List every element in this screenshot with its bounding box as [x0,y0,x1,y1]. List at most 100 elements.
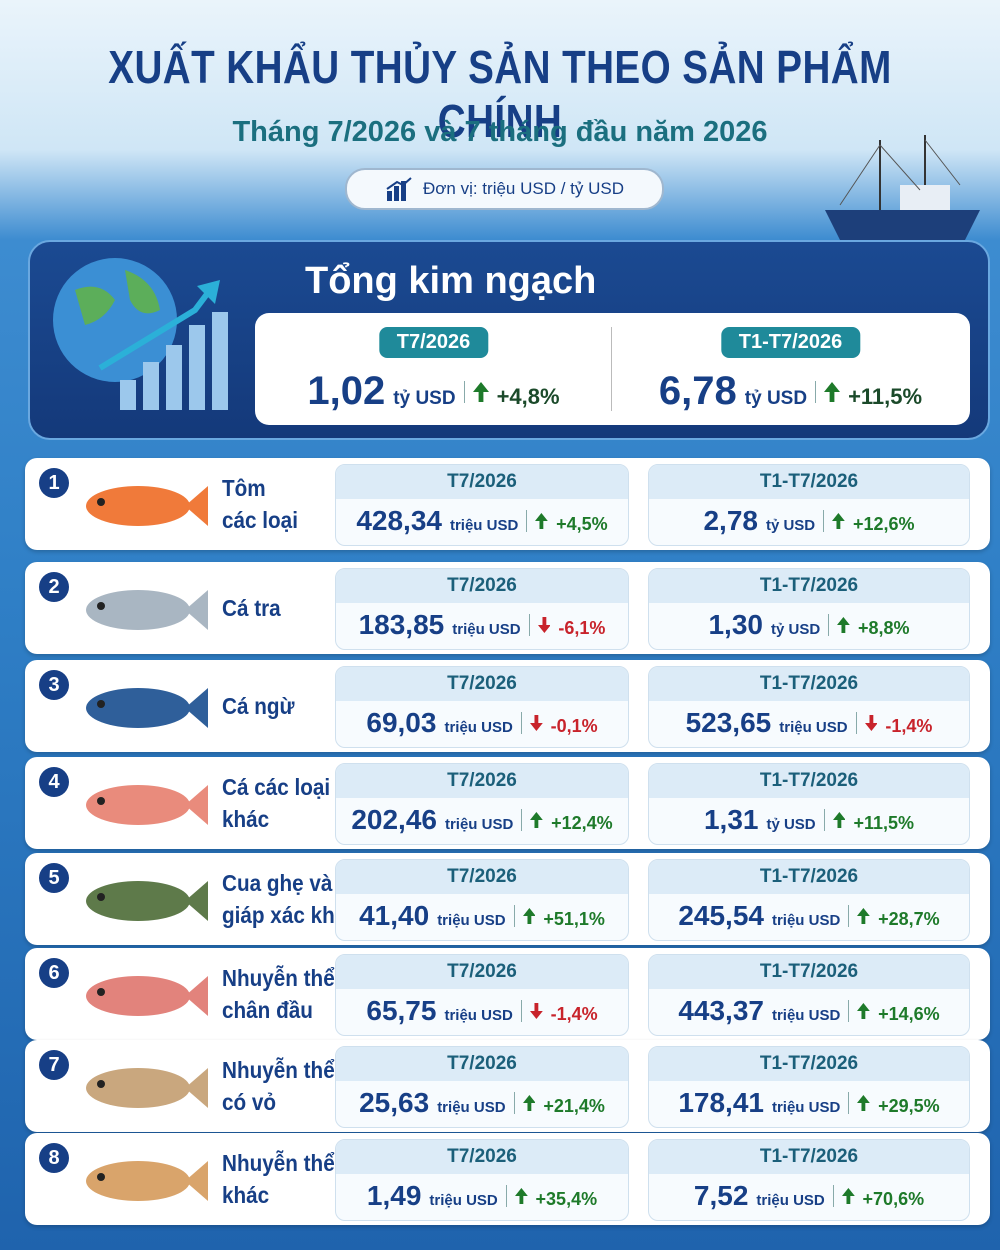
period-body: 1,31 tỷ USD +11,5% [649,804,969,836]
value: 1,02 [307,369,386,413]
trend-arrow [864,715,878,731]
change: -1,4% [550,1004,598,1024]
separator [520,712,522,734]
separator [848,1000,850,1022]
rank: 3 [39,670,69,700]
value: 428,34 [356,505,442,536]
period-label: T7/2026 [336,764,628,798]
value: 245,54 [678,900,764,931]
divider [611,327,612,411]
globe-icon [53,258,228,410]
separator [823,510,825,532]
unit: tỷ USD [770,621,821,638]
period-card: T1-T7/2026 1,31 tỷ USD +11,5% [648,763,970,845]
chart-icon [386,177,412,201]
period-body: 1,02 tỷ USD +4,8% [255,369,612,414]
change: -6,1% [558,618,606,638]
product-row: 6 Nhuyễn thể chân đầu T7/2026 65,75 triệu USD… [25,948,990,1040]
period-body: 1,49 triệu USD +35,4% [336,1180,628,1212]
change: +12,6% [852,514,915,534]
title: XUẤT KHẨU THỦY SẢN THEO SẢN PHẨM CHÍNH [108,41,892,147]
trend-arrow [514,1188,528,1204]
unit: triệu USD [771,912,841,929]
product-row: 1 Tôm các loại T7/2026 428,34 triệu USD +4,5% T… [25,458,990,550]
change: +51,1% [543,909,605,929]
rank: 2 [39,572,69,602]
change: +29,5% [878,1096,940,1116]
product-name: Nhuyễn thể [222,1057,335,1083]
value: 1,31 [703,804,759,835]
rank: 4 [39,767,69,797]
product-name: Cá ngừ [222,693,295,719]
trend-arrow [857,908,871,924]
unit: triệu USD [449,517,519,534]
rank: 1 [39,468,69,498]
period-label: T1-T7/2026 [649,569,969,603]
trend-arrow [832,812,846,828]
product-name: Cua ghẹ và [222,870,333,896]
separator [828,614,830,636]
rank: 6 [39,958,69,988]
subtitle: Tháng 7/2026 và 7 tháng đầu năm 2026 [232,116,768,148]
period-card: T1-T7/2026 523,65 triệu USD -1,4% [648,666,970,748]
change: +4,5% [556,514,608,534]
period-card: T7/2026 1,49 triệu USD +35,4% [335,1139,629,1221]
period-label: T7/2026 [336,465,628,499]
period-label: T1-T7/2026 [649,955,969,989]
unit: tỷ USD [744,388,808,409]
period-body: 69,03 triệu USD -0,1% [336,707,628,739]
value: 7,52 [693,1180,749,1211]
unit-pill: Đơn vị: triệu USD / tỷ USD [345,168,664,210]
value: 178,41 [678,1087,764,1118]
value: 6,78 [658,369,737,413]
product-name: Tôm [222,475,266,501]
trend-arrow [529,715,543,731]
period-label: T1-T7/2026 [649,860,969,894]
unit: triệu USD [756,1192,825,1209]
product-row: 3 Cá ngừ T7/2026 69,03 triệu USD -0,1% T1-T7/2… [25,660,990,752]
separator [823,809,825,831]
period-body: 523,65 triệu USD -1,4% [649,707,969,739]
period-card: T1-T7/2026 178,41 triệu USD +29,5% [648,1046,970,1128]
change: +70,6% [862,1189,925,1209]
unit: tỷ USD [393,388,456,409]
value: 523,65 [685,707,772,738]
period-body: 245,54 triệu USD +28,7% [649,900,969,932]
period-card: T7/2026 41,40 triệu USD +51,1% [335,859,629,941]
unit: triệu USD [437,1099,506,1116]
period-card: T7/2026 428,34 triệu USD +4,5% [335,464,629,546]
change: +35,4% [535,1189,598,1209]
value: 1,49 [366,1180,422,1211]
separator [815,380,817,403]
product-name: Cá các loại [222,774,331,800]
trend-arrow [824,381,841,402]
trend-arrow [837,617,850,633]
trend-arrow [529,1003,543,1019]
period-body: 7,52 triệu USD +70,6% [649,1180,969,1212]
product-name: Cá tra [222,595,281,621]
period-body: 25,63 triệu USD +21,4% [336,1087,628,1119]
product-icon [86,1161,208,1201]
value: 41,40 [359,900,430,931]
change: +14,6% [878,1004,940,1024]
product-icon [86,590,208,630]
product-name: có vỏ [222,1089,277,1115]
period-label: T1-T7/2026 [649,465,969,499]
separator [463,380,465,403]
rank: 7 [39,1050,69,1080]
period-body: 443,37 triệu USD +14,6% [649,995,969,1027]
period-label: T1-T7/2026 [649,1140,969,1174]
separator [848,905,850,927]
period-label: T7/2026 [336,955,628,989]
period-body: 6,78 tỷ USD +11,5% [612,369,969,414]
unit: triệu USD [771,1007,841,1024]
period-body: 65,75 triệu USD -1,4% [336,995,628,1027]
product-row: 5 Cua ghẹ và giáp xác khác T7/2026 41,40 triệ… [25,853,990,945]
trend-arrow [472,381,489,402]
period-card: T1-T7/2026 2,78 tỷ USD +12,6% [648,464,970,546]
period-body: 178,41 triệu USD +29,5% [649,1087,969,1119]
period-body: 2,78 tỷ USD +12,6% [649,505,969,537]
trend-arrow [832,513,845,529]
